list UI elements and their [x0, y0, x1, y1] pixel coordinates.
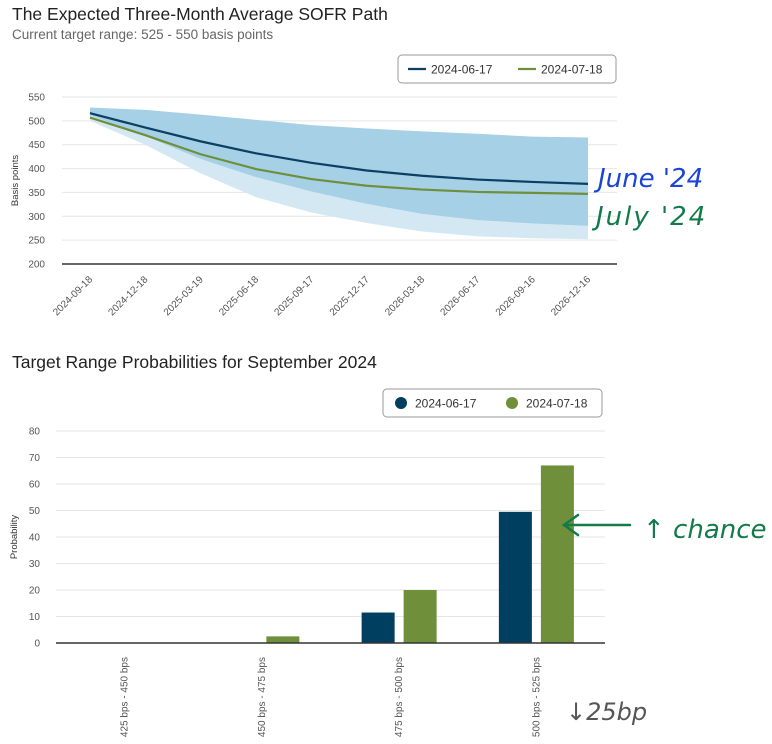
x-tick-label: 450 bps - 475 bps [257, 657, 268, 737]
chart2-title: Target Range Probabilities for September… [12, 352, 377, 372]
y-tick-label: 80 [29, 427, 41, 438]
annotation-chance: ↑ chance [643, 515, 767, 545]
uncertainty-band [90, 115, 588, 240]
bar-2024-07-18-2 [403, 590, 437, 643]
y-axis-title: Probability [9, 515, 20, 560]
bar-2024-06-17-2 [361, 612, 395, 643]
bar-2024-07-18-3 [540, 465, 574, 643]
legend-label: 2024-07-18 [541, 63, 603, 77]
legend-label: 2024-06-17 [415, 397, 477, 411]
y-tick-label: 70 [29, 453, 41, 464]
chart1-title: The Expected Three-Month Average SOFR Pa… [12, 4, 388, 24]
y-tick-label: 30 [29, 559, 41, 570]
y-tick-label: 20 [29, 586, 41, 597]
annotation-25bp: ↓25bp [566, 698, 647, 726]
y-tick-label: 50 [29, 506, 41, 517]
y-tick-label: 500 [28, 116, 45, 127]
legend-box [397, 54, 617, 84]
y-tick-label: 350 [28, 188, 45, 199]
legend-box [382, 388, 603, 418]
y-tick-label: 0 [34, 639, 40, 650]
annotation-july: July '24 [591, 202, 707, 232]
y-tick-label: 60 [29, 480, 41, 491]
y-tick-label: 450 [28, 140, 45, 151]
y-tick-label: 400 [28, 164, 45, 175]
x-tick-label: 425 bps - 450 bps [120, 657, 131, 737]
series-line-2024-07-18 [89, 116, 589, 195]
legend-swatch [506, 397, 518, 409]
y-tick-label: 250 [28, 236, 45, 247]
x-tick-label: 475 bps - 500 bps [394, 657, 405, 737]
legend-label: 2024-07-18 [526, 397, 588, 411]
y-axis-title: Basis points [10, 155, 21, 206]
series-line-2024-06-17 [89, 112, 589, 185]
y-tick-label: 300 [28, 212, 45, 223]
bar-2024-07-18-1 [266, 636, 300, 643]
y-tick-label: 550 [28, 93, 45, 104]
legend-swatch [395, 397, 407, 409]
chart1-subtitle: Current target range: 525 - 550 basis po… [12, 27, 274, 42]
y-tick-label: 200 [28, 260, 45, 271]
x-tick-label: 500 bps - 525 bps [531, 657, 542, 737]
y-tick-label: 10 [29, 612, 41, 623]
legend-label: 2024-06-17 [431, 63, 493, 77]
annotation-june: June '24 [593, 164, 703, 194]
annotation-arrow [561, 513, 632, 537]
bar-2024-06-17-3 [498, 511, 532, 643]
y-tick-label: 40 [29, 533, 41, 544]
